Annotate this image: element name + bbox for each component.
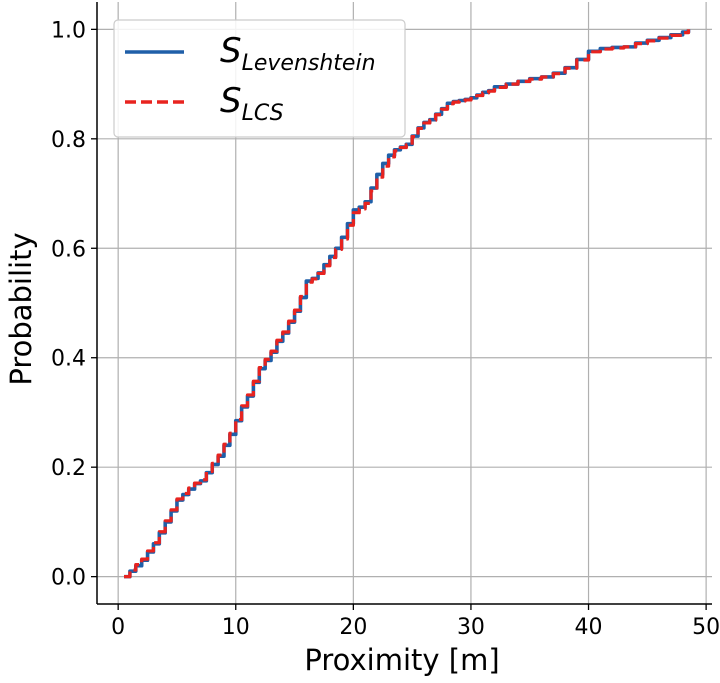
series-line-lcs — [124, 29, 691, 579]
x-axis-ticks: 0 10 20 30 40 50 — [111, 604, 720, 640]
legend-label-levenshtein-base: S — [220, 31, 242, 71]
y-tick-label: 1.0 — [51, 18, 86, 43]
y-axis-ticks: 0.0 0.2 0.4 0.6 0.8 1.0 — [51, 18, 97, 591]
legend-label-lcs-sub: LCS — [242, 101, 284, 126]
legend-label-levenshtein-sub: Levenshtein — [242, 51, 376, 76]
x-axis-title: Proximity [m] — [304, 643, 499, 677]
legend-label-lcs: SLCS — [220, 81, 284, 126]
legend-box — [113, 19, 406, 138]
y-tick-label: 0.6 — [51, 237, 86, 262]
x-tick-label: 10 — [222, 615, 250, 640]
y-axis-title: Probability — [4, 232, 38, 385]
y-tick-label: 0.8 — [51, 128, 86, 153]
y-tick-label: 0.0 — [51, 566, 86, 591]
x-tick-label: 50 — [692, 615, 720, 640]
x-tick-label: 30 — [457, 615, 485, 640]
x-tick-label: 20 — [339, 615, 367, 640]
y-tick-label: 0.4 — [51, 347, 86, 372]
legend: SLevenshtein SLCS — [113, 19, 406, 138]
y-tick-label: 0.2 — [51, 456, 86, 481]
legend-label-lcs-base: S — [220, 81, 242, 121]
x-tick-label: 0 — [111, 615, 125, 640]
x-tick-label: 40 — [575, 615, 603, 640]
axes-frame — [96, 2, 712, 605]
legend-label-levenshtein: SLevenshtein — [220, 31, 376, 76]
series-layer — [124, 29, 691, 579]
